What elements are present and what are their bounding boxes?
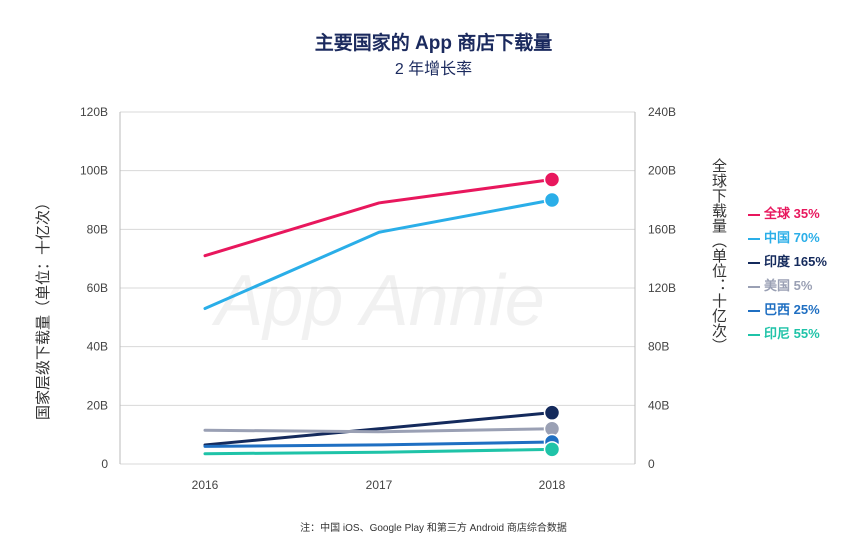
y-right-tick-label: 80B (648, 340, 669, 354)
legend-series-name: 印尼 (764, 326, 794, 341)
legend-growth: 55% (793, 326, 820, 341)
legend-item: 中国 70% (748, 226, 827, 250)
legend-swatch (748, 309, 760, 312)
legend-series-name: 美国 (764, 278, 794, 293)
x-tick-label: 2017 (366, 478, 393, 492)
series-line-1 (203, 198, 554, 311)
footnote: 注：中国 iOS、Google Play 和第三方 Android 商店综合数据 (300, 523, 567, 534)
legend-item: 印度 165% (748, 250, 827, 274)
legend-item: 美国 5% (748, 274, 827, 298)
series-end-marker-1 (543, 191, 561, 209)
legend-swatch (748, 261, 760, 264)
series-line-4 (203, 440, 554, 448)
x-tick-label: 2018 (539, 478, 566, 492)
series-end-marker-5 (543, 441, 561, 458)
series-end-marker-0 (543, 171, 561, 188)
watermark: App Annie (211, 261, 545, 341)
y-right-tick-label: 0 (648, 457, 655, 471)
chart-subtitle: 2 年增长率 (394, 61, 473, 78)
series-line-3 (203, 427, 554, 434)
legend-growth: 165% (793, 254, 827, 269)
y-left-tick-label: 60B (87, 281, 108, 295)
y-right-tick-label: 40B (648, 398, 669, 412)
legend-series-name: 印度 (764, 254, 794, 269)
axes: 0 0 20B 40B 40B 80B 60B 120B 80B 160B 100B 200B 120B… (80, 105, 676, 492)
legend-swatch (748, 285, 760, 288)
y-right-tick-label: 120B (648, 281, 676, 295)
series-line-0 (203, 177, 554, 258)
chart-title: 主要国家的 App 商店下载量 (314, 33, 553, 54)
y-right-tick-label: 160B (648, 222, 676, 236)
x-tick-label: 2016 (192, 478, 219, 492)
legend-swatch (748, 237, 760, 240)
legend-item: 全球 35% (748, 202, 827, 226)
y-left-tick-label: 120B (80, 105, 108, 119)
legend-growth: 35% (793, 206, 820, 221)
series-group (203, 171, 561, 458)
y-left-tick-label: 40B (87, 340, 108, 354)
legend-swatch (748, 213, 760, 216)
legend-swatch (748, 333, 760, 336)
legend: 全球 35% 中国 70% 印度 165% 美国 5% 巴西 25% 印尼 55% (748, 202, 827, 346)
series-end-marker-2 (543, 404, 561, 421)
legend-growth: 25% (793, 302, 820, 317)
y-axis-right-label: 全球下载量（单位：十亿次） (710, 158, 727, 353)
legend-growth: 5% (793, 278, 813, 293)
y-right-tick-label: 200B (648, 164, 676, 178)
legend-series-name: 全球 (764, 206, 794, 221)
y-left-tick-label: 80B (87, 222, 108, 236)
legend-series-name: 中国 (764, 230, 794, 245)
series-line-2 (203, 411, 554, 447)
legend-item: 巴西 25% (748, 298, 827, 322)
legend-growth: 70% (793, 230, 820, 245)
y-right-tick-label: 240B (648, 105, 676, 119)
series-line-5 (203, 447, 554, 456)
y-left-tick-label: 100B (80, 164, 108, 178)
y-left-tick-label: 0 (101, 457, 108, 471)
legend-series-name: 巴西 (764, 302, 794, 317)
y-left-tick-label: 20B (87, 398, 108, 412)
legend-item: 印尼 55% (748, 322, 827, 346)
